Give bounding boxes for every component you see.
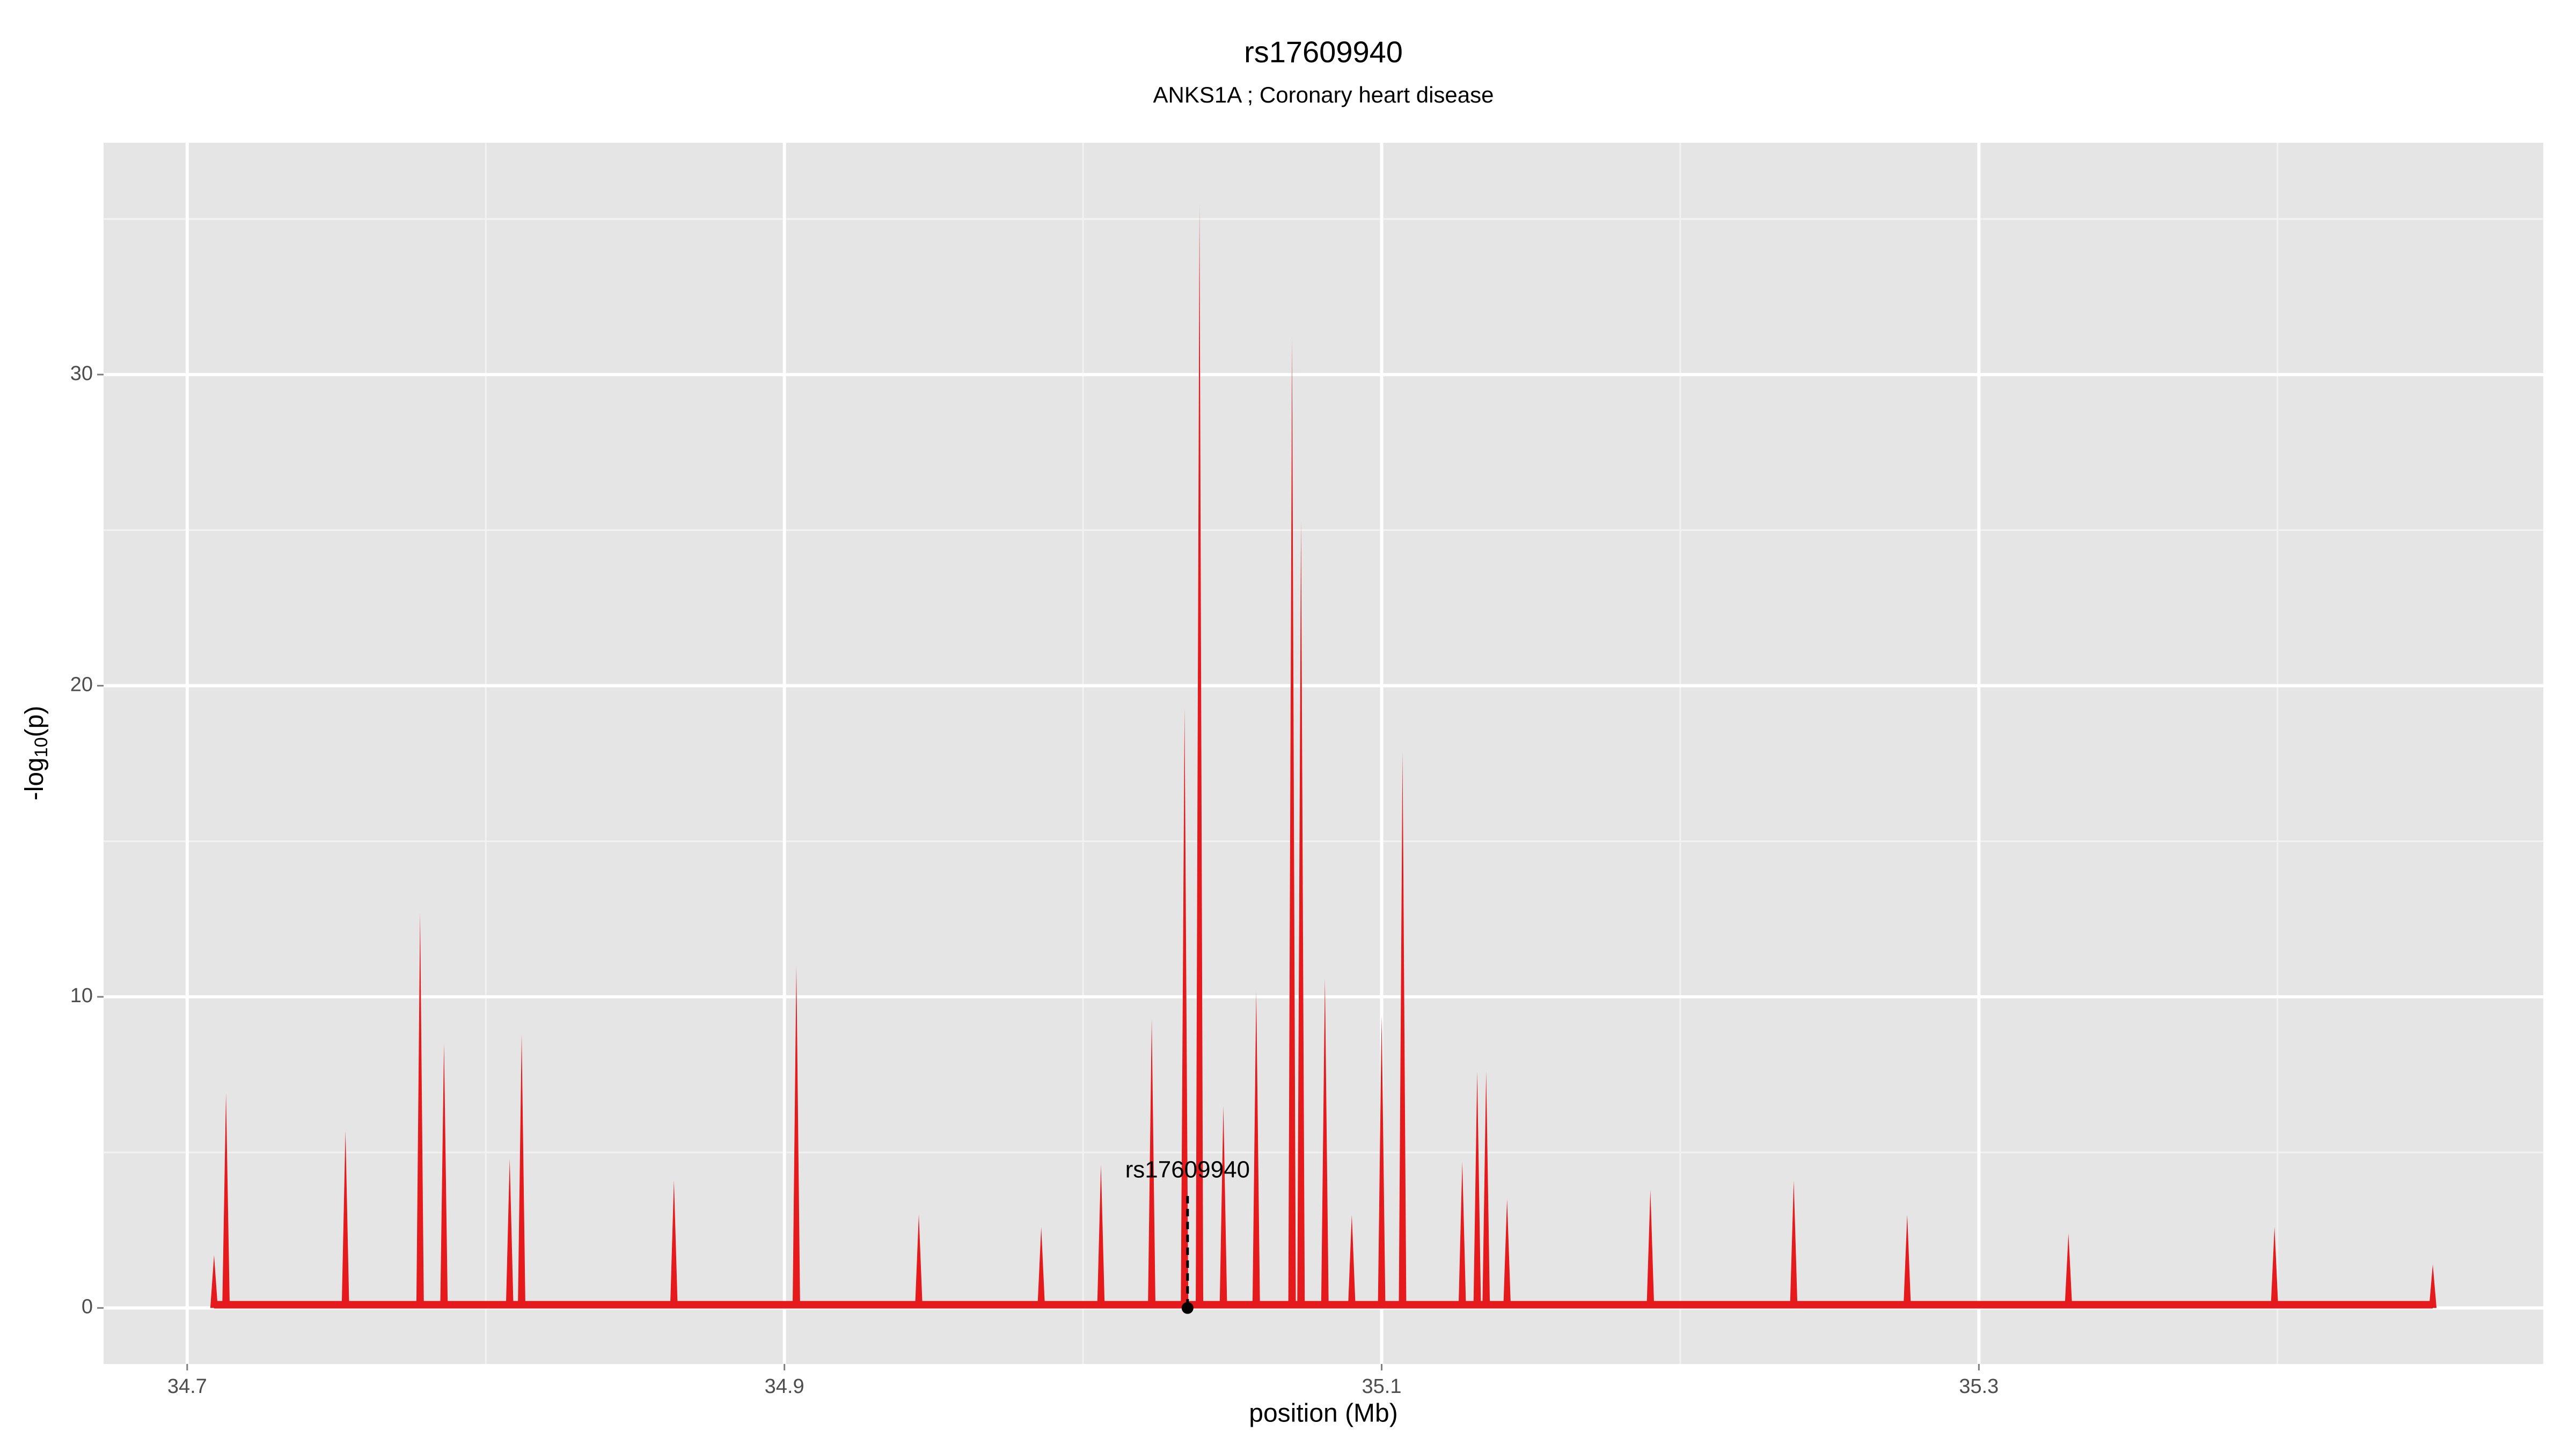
x-axis-title: position (Mb): [1249, 1399, 1397, 1428]
spike: [1503, 1199, 1511, 1308]
spike: [440, 1043, 448, 1308]
spike: [1399, 751, 1407, 1308]
spike: [341, 1130, 349, 1308]
x-tick-label: 34.7: [167, 1375, 207, 1398]
y-tick-label: 20: [70, 673, 93, 696]
spike: [517, 1034, 525, 1308]
y-axis-title: -log10(p): [20, 706, 52, 801]
spike: [2429, 1264, 2437, 1308]
spike: [416, 913, 424, 1308]
y-tick-label: 10: [70, 984, 93, 1007]
spike: [915, 1214, 923, 1308]
y-title-end: (p): [20, 706, 49, 738]
spike: [1321, 978, 1329, 1308]
spike: [1378, 1015, 1386, 1308]
spike: [210, 1255, 218, 1308]
x-tick-label: 35.1: [1362, 1375, 1402, 1398]
spike: [1348, 1214, 1356, 1308]
spike: [1646, 1190, 1655, 1308]
chart-subtitle: ANKS1A ; Coronary heart disease: [1153, 82, 1494, 107]
spike: [1297, 521, 1305, 1308]
spike: [1473, 1071, 1481, 1308]
spike: [1196, 203, 1204, 1308]
spike: [1181, 707, 1189, 1308]
y-title-main: -log: [20, 757, 49, 800]
spike: [1288, 337, 1296, 1308]
spike: [1903, 1214, 1911, 1308]
spike: [2271, 1227, 2279, 1308]
spike: [1097, 1165, 1105, 1308]
y-title-sub: 10: [31, 737, 52, 757]
x-tick-label: 34.9: [765, 1375, 804, 1398]
annotation-label: rs17609940: [1125, 1156, 1250, 1183]
spike: [1458, 1162, 1466, 1308]
spike: [1148, 1018, 1156, 1308]
marks: [210, 203, 2437, 1309]
spike: [506, 1158, 514, 1308]
spike: [1482, 1071, 1490, 1308]
spike: [792, 966, 800, 1308]
spike: [1252, 990, 1260, 1308]
spike: [1037, 1227, 1045, 1308]
y-tick-label: 0: [82, 1296, 93, 1318]
y-tick-label: 30: [70, 362, 93, 385]
x-tick-label: 35.3: [1959, 1375, 1999, 1398]
spike: [670, 1180, 678, 1308]
spike: [1790, 1180, 1798, 1308]
spike: [1219, 1105, 1227, 1308]
spike: [2065, 1233, 2073, 1308]
annotation-point: [1181, 1302, 1194, 1314]
chart-title: rs17609940: [1244, 35, 1403, 69]
spike: [222, 1093, 230, 1308]
